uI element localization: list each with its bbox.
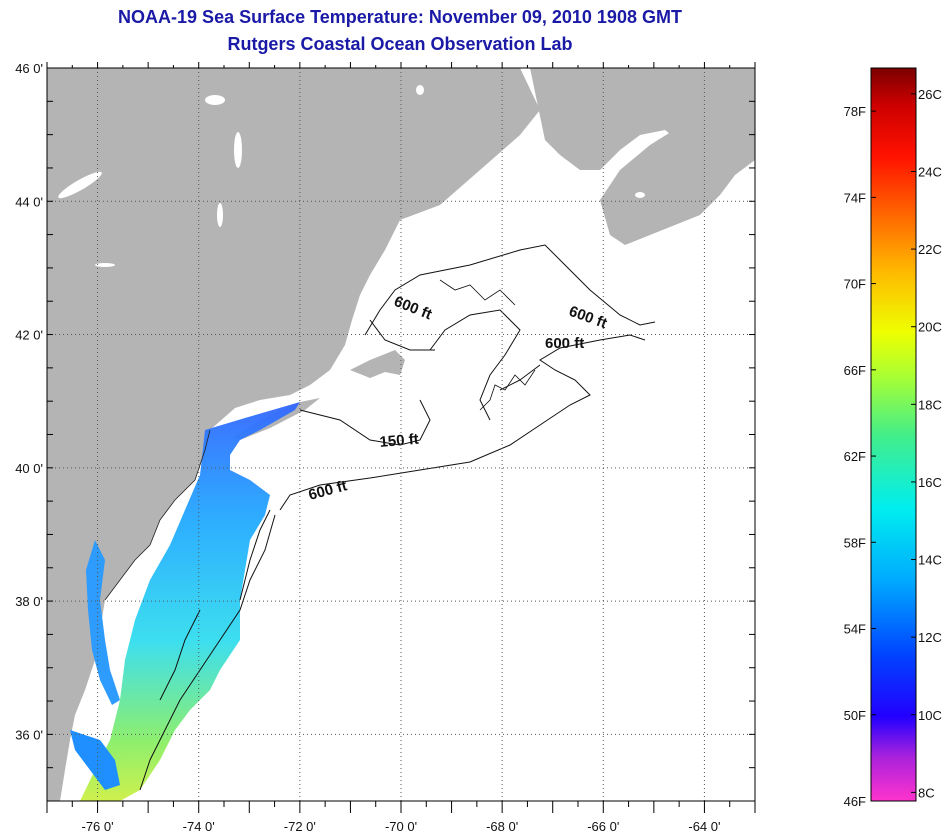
pamlico-sound [70,730,120,790]
colorbar [870,67,917,802]
colorbar-f-label: 66F [844,363,866,378]
map-axes: 46 0' 44 0' 42 0' 40 0' 38 0' 36 0' -76 0' -74 … [15,61,756,834]
colorbar-c-label: 8C [918,785,935,800]
lakes [58,85,645,267]
lat-label: 36 0' [15,727,43,742]
colorbar-c-label: 16C [918,475,942,490]
sst-coastal-water [80,402,300,801]
colorbar-f-label: 50F [844,708,866,723]
lon-label: -74 0' [183,819,215,834]
lon-label: -64 0' [688,819,720,834]
colorbar-c-label: 20C [918,320,942,335]
land-cape-cod [350,350,405,378]
land-nova-scotia [600,110,755,245]
colorbar-f-label: 62F [844,449,866,464]
land-us-east-coast [47,68,540,801]
lon-label: -72 0' [284,819,316,834]
lon-label: -70 0' [385,819,417,834]
lat-label: 44 0' [15,194,43,209]
contour-label: 600 ft [545,335,584,352]
colorbar-f-label: 70F [844,277,866,292]
lon-label: -66 0' [587,819,619,834]
colorbar-f-label: 74F [844,190,866,205]
lat-label: 40 0' [15,461,43,476]
map-subtitle: Rutgers Coastal Ocean Observation Lab [227,34,573,54]
map-title: NOAA-19 Sea Surface Temperature: Novembe… [118,7,682,27]
lat-label: 42 0' [15,328,43,343]
colorbar-c-label: 22C [918,242,942,257]
colorbar-f-label: 58F [844,535,866,550]
contour-label: 150 ft [379,431,420,451]
lat-label: 38 0' [15,594,43,609]
colorbar-c-label: 12C [918,630,942,645]
lat-label: 46 0' [15,61,43,76]
colorbar-f-label: 46F [844,794,866,809]
lon-label: -76 0' [82,819,114,834]
lon-label: -68 0' [486,819,518,834]
colorbar-labels: 78F 74F 70F 66F 62F 58F 54F 50F 46F 26C 24C 22C 20C 1… [844,87,942,809]
colorbar-f-label: 78F [844,104,866,119]
colorbar-c-label: 18C [918,397,942,412]
colorbar-c-label: 26C [918,87,942,102]
colorbar-f-label: 54F [844,622,866,637]
chesapeake-bay [86,540,120,705]
colorbar-c-label: 14C [918,553,942,568]
colorbar-c-label: 24C [918,164,942,179]
colorbar-c-label: 10C [918,708,942,723]
